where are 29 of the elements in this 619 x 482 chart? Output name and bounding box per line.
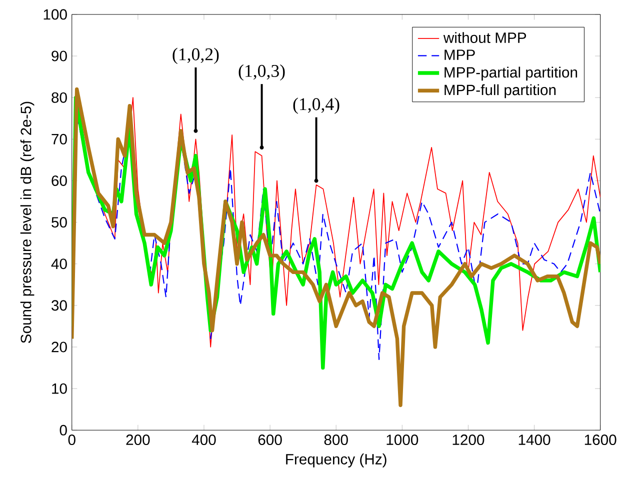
y-axis-title: Sound pressure level in dB (ref 2e-5): [20, 102, 34, 343]
annotation: (1,0,3): [238, 64, 285, 80]
y-tick-label: 10: [52, 383, 67, 394]
annotation: (1,0,4): [293, 98, 340, 114]
x-tick-label: 800: [324, 434, 348, 445]
y-tick-label: 100: [44, 9, 67, 20]
legend-label: MPP-full partition: [444, 84, 556, 98]
annotation: (1,0,2): [172, 48, 219, 64]
x-tick-label: 1000: [386, 434, 418, 445]
x-tick-label: 200: [126, 434, 150, 445]
y-tick-label: 0: [60, 424, 67, 436]
y-tick-label: 40: [51, 258, 67, 269]
x-tick-label: 400: [192, 434, 216, 445]
legend-label: MPP-partial partition: [444, 66, 578, 80]
y-tick-label: 50: [52, 216, 67, 228]
legend-label: MPP: [444, 50, 475, 60]
x-tick-label: 0: [68, 434, 76, 445]
y-tick-label: 90: [52, 50, 67, 62]
y-tick-label: 80: [52, 92, 67, 103]
x-tick-label: 600: [258, 434, 282, 445]
x-tick-label: 1600: [584, 434, 616, 445]
y-tick-label: 30: [52, 300, 67, 311]
x-axis-title: Frequency (Hz): [286, 453, 386, 468]
x-tick-label: 1400: [518, 434, 550, 445]
y-tick-label: 60: [52, 175, 67, 186]
legend-label: without MPP: [443, 32, 526, 43]
y-tick-label: 20: [52, 342, 67, 352]
y-tick-label: 70: [52, 134, 67, 144]
x-tick-label: 1200: [452, 434, 484, 445]
